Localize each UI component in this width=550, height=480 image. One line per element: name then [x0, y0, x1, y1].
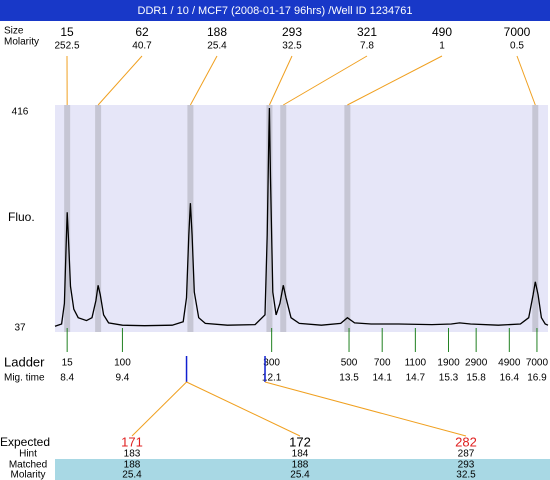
hint-value: 184: [292, 449, 309, 460]
row-label: Matched: [9, 460, 47, 471]
row-label: Hint: [19, 449, 37, 460]
title: DDR1 / 10 / MCF7 (2008-01-17 96hrs) /Wel…: [138, 5, 413, 17]
peak-molarity: 40.7: [132, 41, 152, 52]
ladder-size: 1100: [405, 358, 427, 369]
ladder-size: 7000: [526, 358, 549, 369]
ladder-time: 14.7: [406, 373, 426, 384]
peak-size: 188: [207, 25, 227, 39]
molarity-row-label: Molarity: [4, 37, 39, 48]
hint-value: 183: [124, 449, 141, 460]
peak-band: [95, 105, 102, 332]
ladder-time: 15.8: [466, 373, 486, 384]
peak-size: 293: [282, 25, 302, 39]
ladder-size: 300: [263, 358, 280, 369]
peak-molarity: 32.5: [282, 41, 302, 52]
peak-connector: [189, 55, 218, 106]
peak-size: 62: [135, 25, 149, 39]
ladder-time: 9.4: [115, 373, 129, 384]
peak-molarity: 252.5: [54, 41, 79, 52]
peak-connector: [516, 55, 536, 106]
ladder-time: 12.1: [262, 373, 282, 384]
ladder-size: 2900: [465, 358, 488, 369]
hint-value: 287: [458, 449, 475, 460]
peak-band: [187, 105, 194, 332]
matched-value: 188: [292, 460, 309, 471]
peak-molarity: 1: [439, 41, 445, 52]
ladder-size: 1900: [437, 358, 460, 369]
peak-molarity: 25.4: [207, 41, 227, 52]
ladder-time: 8.4: [60, 373, 74, 384]
ladder-time: 16.4: [500, 373, 520, 384]
peak-size: 490: [432, 25, 452, 39]
peak-connector: [268, 55, 293, 106]
peak-connector: [347, 55, 443, 106]
molarity-value: 25.4: [290, 470, 310, 480]
peak-size: 7000: [504, 25, 531, 39]
ladder-time: 14.1: [372, 373, 392, 384]
ladder-time: 16.9: [527, 373, 547, 384]
expected-value: 171: [121, 434, 143, 449]
expected-connector: [186, 381, 301, 437]
y-tick-label: 37: [14, 323, 26, 334]
ladder-size: 500: [341, 358, 358, 369]
row-label: Expected: [0, 435, 50, 449]
expected-connector: [131, 381, 187, 437]
plot-area: [55, 105, 548, 332]
peak-band: [280, 105, 287, 332]
matched-value: 293: [458, 460, 475, 471]
peak-band: [532, 105, 539, 332]
size-row-label: Size: [4, 26, 24, 37]
matched-highlight: [55, 459, 550, 480]
peak-molarity: 0.5: [510, 41, 524, 52]
peak-size: 15: [60, 25, 74, 39]
y-tick-label: 416: [12, 107, 29, 118]
trace: [54, 107, 549, 327]
ladder-size: 15: [62, 358, 74, 369]
ladder-time: 15.3: [439, 373, 459, 384]
title-bar: [0, 0, 550, 21]
peak-molarity: 7.8: [360, 41, 374, 52]
mig-time-label: Mig. time: [4, 373, 45, 384]
peak-band: [344, 105, 351, 332]
row-label: Molarity: [10, 470, 45, 480]
matched-value: 188: [124, 460, 141, 471]
ladder-size: 100: [114, 358, 131, 369]
ladder-time: 13.5: [339, 373, 359, 384]
peak-band: [266, 105, 273, 332]
ladder-label: Ladder: [4, 354, 45, 369]
peak-connector: [97, 55, 143, 106]
expected-value: 172: [289, 434, 311, 449]
ladder-size: 4900: [498, 358, 521, 369]
expected-connector: [264, 381, 467, 437]
peak-size: 321: [357, 25, 377, 39]
peak-connector: [283, 55, 368, 106]
expected-value: 282: [455, 434, 477, 449]
ladder-size: 700: [374, 358, 391, 369]
molarity-value: 32.5: [456, 470, 476, 480]
molarity-value: 25.4: [122, 470, 142, 480]
y-axis-label: Fluo.: [8, 210, 35, 224]
